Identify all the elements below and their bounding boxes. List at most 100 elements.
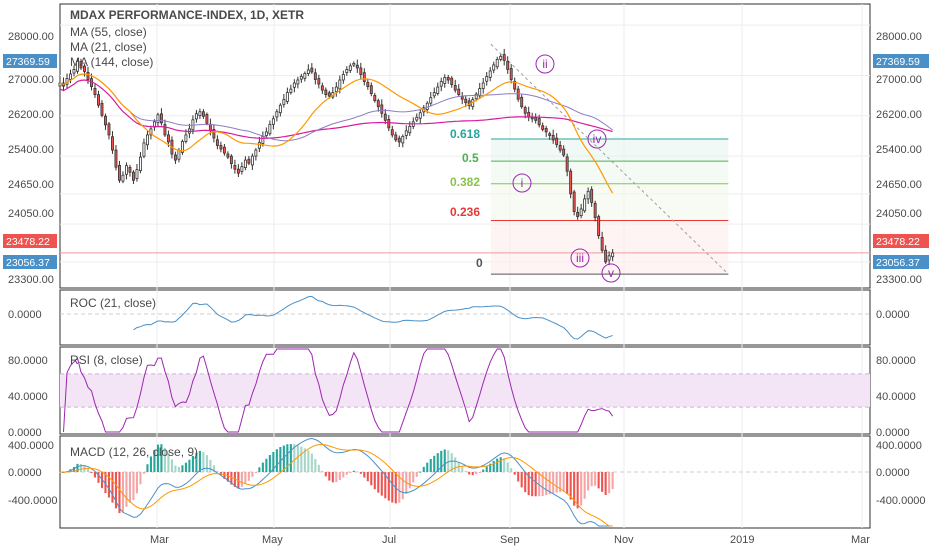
macd-histogram-bar [230, 472, 233, 485]
candle-body [135, 169, 139, 179]
macd-histogram-bar [251, 472, 254, 477]
y-tick-right: 24050.00 [876, 208, 922, 220]
candle-body [111, 136, 114, 151]
candle-body [366, 82, 370, 87]
macd-histogram-bar [464, 470, 467, 472]
candle-body [219, 145, 223, 150]
macd-histogram-bar [149, 456, 152, 472]
candle-body [460, 96, 464, 100]
price-badge-left-low: 23056.37 [3, 255, 57, 269]
macd-histogram-bar [352, 470, 355, 472]
macd-histogram-bar [321, 470, 324, 472]
candle-body [292, 82, 296, 88]
x-tick-label: Mar [150, 534, 169, 546]
svg-text:23478.22: 23478.22 [876, 236, 920, 248]
candle [121, 171, 125, 184]
candle [604, 245, 608, 264]
macd-histogram-bar [576, 472, 579, 509]
candle-body [432, 92, 436, 97]
y-tick-left: 27000.00 [8, 74, 54, 86]
candle [341, 70, 345, 84]
candle [282, 94, 286, 108]
macd-histogram-bar [181, 465, 184, 472]
candle-body [478, 88, 482, 97]
macd-histogram-bar [104, 472, 107, 494]
legend-ma21: MA (21, close) [70, 40, 147, 54]
fib-zone [490, 161, 729, 184]
candle [586, 187, 590, 204]
macd-histogram-bar [139, 472, 142, 485]
candle-body [425, 102, 429, 110]
candle [366, 78, 370, 90]
macd-histogram-bar [90, 472, 93, 473]
candle [194, 109, 198, 123]
candle-body [201, 111, 205, 117]
macd-histogram-bar [559, 472, 562, 493]
candle [135, 164, 139, 182]
candle-body [450, 77, 454, 85]
macd-histogram-bar [153, 449, 156, 472]
candle [250, 153, 254, 170]
candle [142, 138, 146, 159]
candle [506, 56, 510, 74]
candle [303, 71, 307, 82]
candle-body [278, 104, 282, 114]
candle [397, 135, 401, 148]
candle-body [369, 85, 373, 95]
candle [590, 186, 594, 207]
candle [443, 74, 447, 88]
candle [383, 109, 387, 125]
candle-body [243, 159, 247, 168]
fib-zone [490, 183, 729, 221]
candle-body [313, 72, 317, 80]
candle [593, 200, 597, 222]
candle-body [222, 146, 226, 154]
candle [138, 152, 142, 174]
macd-histogram-bar [370, 472, 373, 486]
macd-histogram-bar [72, 467, 76, 472]
fib-label-0236: 0.236 [450, 205, 480, 219]
macd-histogram-bar [303, 448, 306, 472]
candle [534, 113, 538, 124]
macd-histogram-bar [342, 472, 345, 478]
macd-histogram-bar [499, 457, 502, 472]
rsi-pane-title: RSI (8, close) [70, 353, 143, 367]
candle [180, 139, 184, 155]
candle [233, 159, 237, 174]
macd-y-tick-right: -400.0000 [876, 495, 926, 507]
candle-body [166, 134, 170, 143]
macd-histogram-bar [202, 451, 205, 472]
macd-histogram-bar [338, 472, 341, 481]
macd-histogram-bar [261, 462, 264, 472]
candle-body [551, 135, 555, 141]
candle-body [520, 96, 524, 108]
price-badge-left-high: 27369.59 [3, 54, 57, 68]
rsi-line [63, 348, 614, 433]
candle-body [159, 113, 163, 124]
macd-histogram-bar [279, 446, 282, 472]
trend-line [490, 43, 729, 275]
fib-zone-layer [60, 43, 870, 275]
macd-histogram-bar [447, 450, 450, 472]
macd-histogram-bar [177, 466, 180, 472]
macd-histogram-bar [443, 449, 446, 472]
candle [607, 251, 611, 266]
candle [205, 112, 209, 126]
rsi-band [60, 373, 870, 408]
candle-body [534, 117, 538, 121]
macd-histogram-bar [121, 472, 125, 513]
candle-body [509, 68, 513, 80]
macd-histogram-bar [611, 472, 614, 490]
svg-text:27369.59: 27369.59 [876, 56, 920, 68]
macd-histogram-bar [545, 472, 548, 496]
candle-body [125, 165, 128, 175]
macd-histogram-bar [317, 464, 320, 472]
macd-histogram-bar [478, 472, 481, 473]
candle-body [296, 79, 300, 85]
y-tick-right: 27000.00 [876, 74, 922, 86]
macd-histogram-bar [380, 472, 383, 496]
candle-body [565, 156, 569, 172]
wave-label-iii: iii [576, 251, 584, 265]
